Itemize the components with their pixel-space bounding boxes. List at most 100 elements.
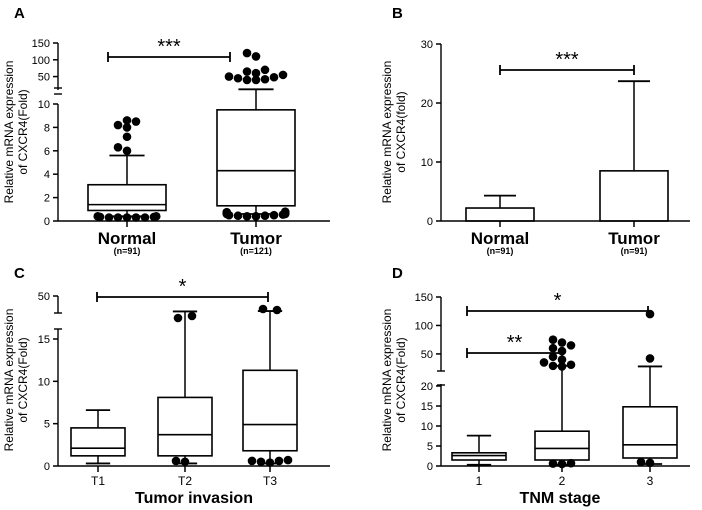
axis-a-n-label: (n=121) [240,246,272,256]
axis-b-tick-label: 30 [421,39,433,51]
panel-d-far-significance-label: * [554,290,562,312]
axis-b-ylabel-line2: of CXCR4(fold) [394,91,408,172]
panel-a-tumor-outlier-point [260,65,270,75]
axis-d-category-label: 2 [559,474,566,488]
panel-c-t3-outlier-point [272,305,282,315]
panel-a-normal-outlier-point [151,212,161,221]
axis-b-n-label: (n=91) [621,246,648,256]
axis-a-tick-label: 150 [32,38,50,50]
panel-a-tumor-outlier-point [222,207,232,217]
panel-d-stage-2-outlier-point [557,362,567,371]
panel-label-b: B [392,5,403,22]
axis-a-tick-label: 4 [44,169,50,181]
axis-d-tick-label: 0 [427,461,433,473]
panel-d-stage-2-outlier-point [548,459,558,468]
axis-a-ylabel-line1: Relative mRNA expression [2,61,16,204]
panel-a-normal-outlier-point [122,213,132,222]
axis-b-ylabel-line1: Relative mRNA expression [380,61,394,204]
axis-d-tick-label: 100 [415,320,433,332]
panel-d-stage-2-outlier-point [539,358,549,367]
panel-a-tumor-outlier-point [280,207,290,216]
axis-c-tick-label: 5 [44,419,50,431]
axis-a-n-label: (n=91) [114,246,141,256]
panel-a-tumor-outlier-point [242,48,252,58]
panel-d-stage-2-outlier-point [557,338,567,347]
panel-a-normal-outlier-point [113,213,123,222]
panel-d-stage-2-outlier-point [548,343,558,353]
axis-b-category-label: Tumor [608,229,660,248]
axis-a-tick-label: 100 [32,55,50,67]
panel-a-normal-outlier-point [104,213,114,222]
panel-d-stage-2-outlier-point [548,335,558,344]
panel-a-tumor-outlier-point [224,72,234,81]
panel-c-t2-outlier-point [173,313,183,323]
panel-d-stage-2-outlier-point [557,355,567,364]
panel-d-stage-2-outlier-point [548,352,558,362]
axis-c-ylabel-line2: of CXCR4(Fold) [16,337,30,422]
panel-a-normal-outlier-point [122,123,132,132]
axis-d-tick-label: 150 [415,292,433,304]
panel-c-t2-box [157,396,213,457]
panel-c-t3-outlier-point [247,456,257,466]
panel-c-significance-label: * [179,276,187,298]
panel-a-tumor-outlier-point [251,68,261,78]
panel-a-tumor-outlier-point [269,210,279,220]
panel-a-tumor-outlier-point [251,75,261,85]
axis-d-xlabel: TNM stage [520,490,601,507]
panel-a-tumor-outlier-point [242,212,252,221]
axis-d-tick-label: 50 [421,349,433,361]
axis-a-category-label: Tumor [230,229,282,248]
axis-a-tick-label: 6 [44,146,50,158]
panel-a-tumor-outlier-point [251,212,261,221]
panel-label-d: D [392,265,403,282]
panel-a-tumor-outlier-point [278,70,288,80]
panel-label-a: A [14,5,25,22]
panel-d-stage-2-outlier-point [566,458,576,468]
panel-label-c: C [14,265,25,282]
axis-c-category-label: T1 [91,474,105,488]
panel-c-t2-outlier-point [171,456,181,466]
axis-c-ylabel-line1: Relative mRNA expression [2,309,16,452]
panel-a-tumor-outlier-point [269,72,279,82]
panel-a-normal-outlier-point [122,132,132,142]
panel-a-normal-outlier-point [131,213,141,222]
panel-a-normal-outlier-point [113,142,123,152]
axis-a-tick-label: 8 [44,122,50,134]
axis-d-tick-label: 15 [421,401,433,413]
panel-d-stage-3-outlier-point [636,457,646,467]
panel-c-t2-outlier-point [180,457,190,467]
axis-c-tick-label: 15 [38,334,50,346]
axis-d-tick-label: 10 [421,421,433,433]
panel-d-stage-2-box [534,430,590,461]
axis-a-tick-label: 2 [44,193,50,205]
axis-d-category-label: 1 [476,474,483,488]
panel-c-t3-outlier-point [283,455,293,465]
panel-a-significance-label: *** [157,36,181,58]
axis-c-tick-label: 10 [38,376,50,388]
panel-a-normal-box [87,183,167,212]
axis-a-ylabel-line2: of CXCR4(Fold) [16,89,30,174]
axis-b-tick-label: 0 [427,216,433,228]
panel-d-stage-2-outlier-point [557,459,567,469]
panel-a-tumor-outlier-point [233,73,243,83]
panel-d-stage-2-outlier-point [548,361,558,371]
panel-c-t3-outlier-point [274,456,284,466]
panel-c-t1-box [70,427,126,457]
axis-b-category-label: Normal [471,229,530,248]
panel-a-normal-outlier-point [122,146,132,156]
axis-d-ylabel-line1: Relative mRNA expression [380,309,394,452]
panel-a-tumor-box [216,109,296,207]
axis-b-tick-label: 20 [421,98,433,110]
panel-b-significance-label: *** [555,49,579,71]
panel-a-tumor-outlier-point [242,75,252,85]
panel-c-t3-outlier-point [256,457,266,467]
panel-d-stage-3-outlier-point [645,354,655,363]
panel-a-normal-outlier-point [122,116,132,125]
panel-c-t2-outlier-point [187,311,197,321]
axis-a-tick-label: 0 [44,216,50,228]
panel-a-tumor-outlier-point [233,211,243,221]
panel-a-tumor-outlier-point [242,67,252,76]
axis-d-category-label: 3 [647,474,654,488]
axis-c-xlabel: Tumor invasion [135,490,253,507]
